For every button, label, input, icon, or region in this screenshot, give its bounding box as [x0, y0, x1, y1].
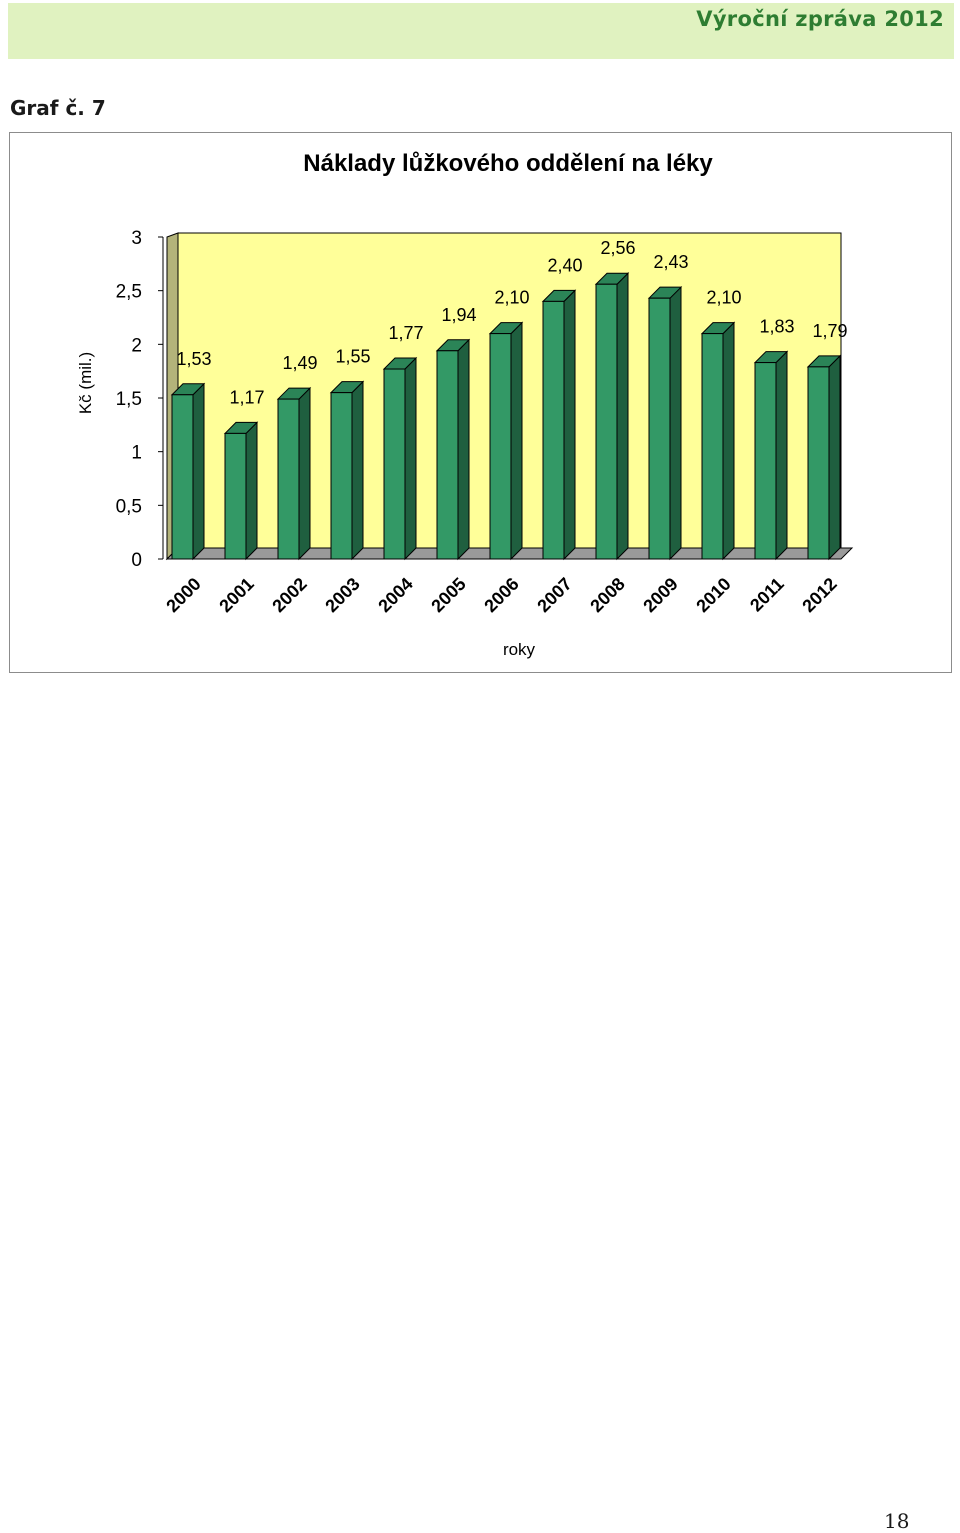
bar [648, 297, 671, 560]
x-tick-label: 2009 [639, 574, 681, 616]
y-axis-label: Kč (mil.) [76, 352, 95, 414]
header-band: Výroční zpráva 2012 [8, 3, 954, 59]
data-label: 2,40 [547, 255, 582, 275]
y-tick-label: 1 [131, 443, 142, 464]
bar [277, 398, 300, 560]
bar-side [563, 289, 576, 561]
x-tick-label: 2011 [746, 574, 788, 616]
bar-side [616, 272, 629, 561]
y-tick-label: 0,5 [116, 496, 142, 517]
x-tick-label: 2001 [215, 574, 257, 616]
bar-side [669, 285, 682, 561]
y-tick-label: 3 [131, 228, 142, 249]
chart-container: Náklady lůžkového oddělení na léky 0 0,5 1… [9, 132, 952, 673]
bar-side [828, 354, 841, 561]
page-number: 18 [884, 1509, 910, 1533]
data-label: 2,10 [706, 288, 741, 308]
data-label: 1,79 [812, 321, 847, 341]
bar [701, 333, 724, 560]
x-tick-label: 2008 [586, 574, 628, 616]
x-tick-label: 2002 [268, 574, 310, 616]
bar [436, 350, 459, 560]
data-label: 1,94 [441, 305, 476, 325]
data-label: 2,43 [653, 252, 688, 272]
x-axis-label: roky [503, 640, 536, 659]
bar-chart: Náklady lůžkového oddělení na léky 0 0,5 1… [76, 150, 854, 659]
bar-side [351, 380, 364, 561]
figure-label: Graf č. 7 [10, 96, 106, 120]
y-tick-label: 1,5 [116, 389, 142, 410]
data-label: 1,55 [335, 347, 370, 367]
data-label: 1,49 [282, 353, 317, 373]
x-tick-label: 2010 [692, 574, 734, 616]
data-label: 2,10 [494, 288, 529, 308]
x-tick-label: 2003 [321, 574, 363, 616]
data-label: 1,77 [388, 323, 423, 343]
report-title: Výroční zpráva 2012 [696, 7, 944, 31]
x-tick-label: 2005 [427, 574, 469, 616]
x-tick-label: 2007 [533, 574, 575, 616]
bar-side [510, 321, 523, 561]
bar [383, 368, 406, 560]
x-tick-label: 2000 [162, 574, 204, 616]
data-label: 1,17 [229, 387, 264, 407]
chart-title: Náklady lůžkového oddělení na léky [303, 150, 713, 177]
bar [754, 362, 777, 560]
bar-side [457, 338, 470, 561]
bar [489, 333, 512, 560]
bar-side [192, 382, 205, 561]
bar-side [298, 386, 311, 561]
x-tick-label: 2006 [480, 574, 522, 616]
x-tick-label: 2012 [798, 574, 840, 616]
bar [595, 283, 618, 560]
data-label: 1,83 [759, 317, 794, 337]
bar-side [775, 350, 788, 561]
bar [224, 432, 247, 560]
bar-side [404, 356, 417, 561]
bar-side [722, 321, 735, 561]
bar [542, 300, 565, 560]
y-tick-label: 0 [131, 550, 142, 571]
bar-side [245, 421, 258, 561]
plot-area: 0 0,5 1 1,5 2 2,5 3 1,53 2000 1,17 2001 1,49 2002 1,5… [116, 228, 854, 616]
y-tick-label: 2 [131, 335, 142, 356]
bar [171, 394, 194, 560]
x-tick-label: 2004 [374, 574, 416, 616]
bar [807, 366, 830, 560]
bar [330, 392, 353, 560]
y-tick-label: 2,5 [116, 282, 142, 303]
data-label: 2,56 [600, 238, 635, 258]
data-label: 1,53 [176, 349, 211, 369]
